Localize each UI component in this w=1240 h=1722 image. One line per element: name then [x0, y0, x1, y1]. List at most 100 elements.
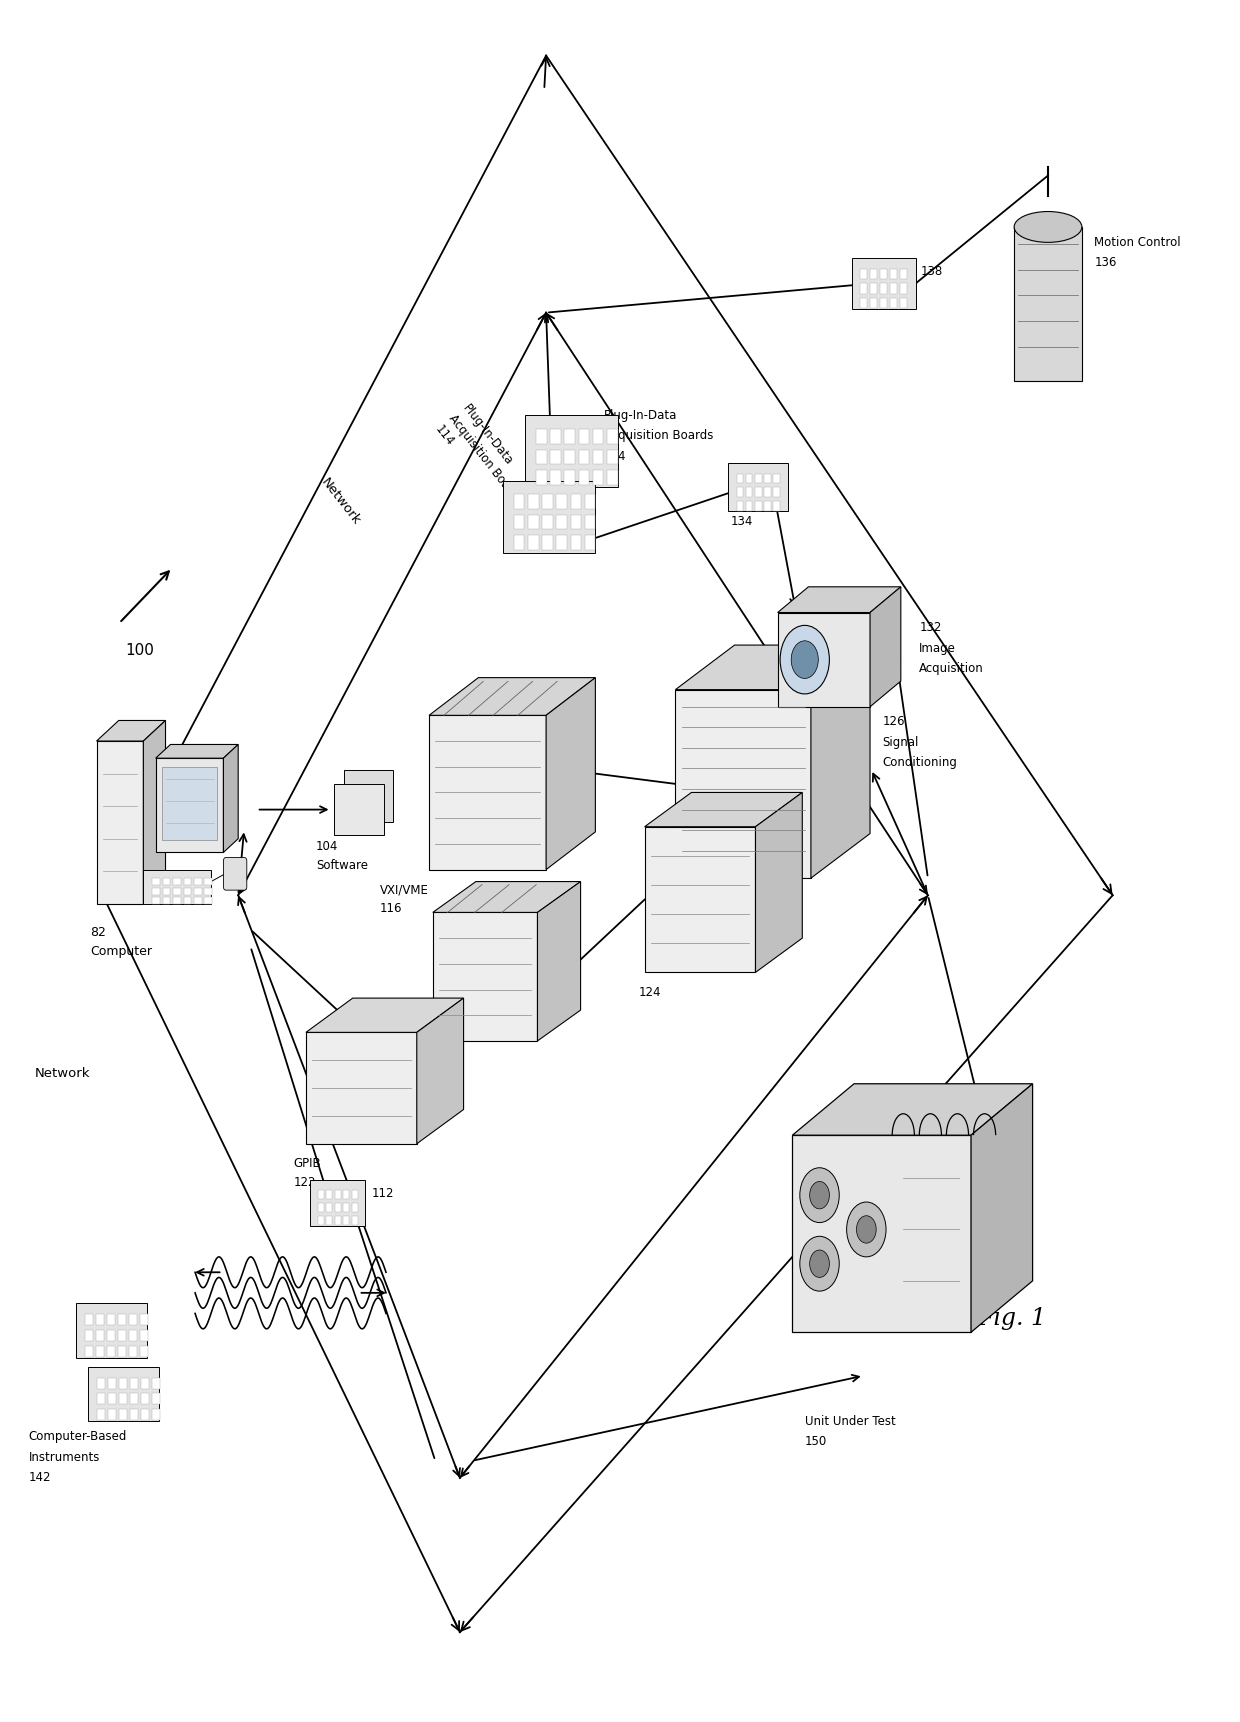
Polygon shape: [129, 1345, 136, 1357]
Circle shape: [780, 625, 830, 694]
Polygon shape: [890, 282, 897, 293]
Polygon shape: [542, 515, 553, 529]
Polygon shape: [326, 1204, 332, 1212]
Polygon shape: [129, 1329, 136, 1341]
Polygon shape: [570, 494, 582, 508]
Polygon shape: [764, 487, 771, 498]
Polygon shape: [899, 298, 906, 308]
Polygon shape: [890, 298, 897, 308]
Polygon shape: [526, 415, 618, 487]
Polygon shape: [593, 449, 604, 465]
Polygon shape: [764, 501, 771, 511]
Polygon shape: [585, 536, 595, 549]
Text: Computer: Computer: [91, 945, 153, 957]
Polygon shape: [95, 1314, 104, 1326]
Polygon shape: [579, 429, 589, 444]
Polygon shape: [153, 1409, 160, 1421]
Polygon shape: [184, 887, 191, 894]
Polygon shape: [108, 1393, 117, 1405]
Circle shape: [800, 1236, 839, 1292]
Polygon shape: [335, 1204, 341, 1212]
Polygon shape: [335, 784, 383, 835]
Polygon shape: [343, 1204, 350, 1212]
Polygon shape: [345, 770, 393, 821]
Text: 136: 136: [1094, 257, 1116, 269]
Polygon shape: [141, 1409, 149, 1421]
Polygon shape: [971, 1083, 1033, 1333]
Polygon shape: [608, 449, 618, 465]
Text: Plug-In-Data: Plug-In-Data: [604, 408, 677, 422]
Polygon shape: [193, 878, 202, 885]
Polygon shape: [97, 720, 165, 740]
Polygon shape: [84, 1345, 93, 1357]
Circle shape: [847, 1202, 887, 1257]
Text: PXI: PXI: [377, 1054, 396, 1068]
Polygon shape: [551, 470, 560, 484]
Polygon shape: [745, 474, 753, 484]
Polygon shape: [161, 766, 217, 840]
Polygon shape: [306, 1033, 417, 1143]
Polygon shape: [528, 536, 538, 549]
Polygon shape: [352, 1190, 358, 1199]
Polygon shape: [118, 1314, 126, 1326]
Polygon shape: [118, 1345, 126, 1357]
Polygon shape: [861, 269, 868, 279]
Polygon shape: [880, 282, 887, 293]
Text: 150: 150: [805, 1434, 827, 1448]
Polygon shape: [107, 1345, 115, 1357]
Polygon shape: [184, 897, 191, 904]
Text: Acquisition: Acquisition: [919, 663, 985, 675]
Text: Fig. 1: Fig. 1: [977, 1307, 1047, 1329]
Polygon shape: [130, 1393, 138, 1405]
Polygon shape: [792, 1135, 971, 1333]
Polygon shape: [880, 298, 887, 308]
Circle shape: [800, 1168, 839, 1223]
Polygon shape: [546, 678, 595, 870]
Polygon shape: [585, 494, 595, 508]
Polygon shape: [764, 474, 771, 484]
Text: Conditioning: Conditioning: [883, 756, 957, 770]
Polygon shape: [557, 536, 567, 549]
Text: Acquisition Boards: Acquisition Boards: [604, 429, 713, 443]
Polygon shape: [205, 887, 212, 894]
Polygon shape: [193, 887, 202, 894]
Text: Plug-In-Data
Acquisition Boards
114: Plug-In-Data Acquisition Boards 114: [433, 401, 537, 517]
FancyBboxPatch shape: [223, 858, 247, 890]
Polygon shape: [536, 429, 547, 444]
Polygon shape: [536, 470, 547, 484]
Text: 104: 104: [316, 840, 339, 854]
Polygon shape: [513, 515, 525, 529]
Polygon shape: [777, 587, 900, 613]
Text: Instruments: Instruments: [29, 1450, 100, 1464]
Polygon shape: [84, 1329, 93, 1341]
Polygon shape: [97, 1393, 105, 1405]
Polygon shape: [205, 897, 212, 904]
Polygon shape: [811, 646, 870, 878]
Polygon shape: [745, 501, 753, 511]
Polygon shape: [557, 494, 567, 508]
Polygon shape: [429, 715, 546, 870]
Polygon shape: [317, 1190, 324, 1199]
Polygon shape: [433, 913, 537, 1040]
Polygon shape: [317, 1204, 324, 1212]
Polygon shape: [326, 1216, 332, 1226]
Polygon shape: [352, 1216, 358, 1226]
Polygon shape: [645, 792, 802, 827]
Text: 134: 134: [730, 515, 753, 529]
Circle shape: [810, 1181, 830, 1209]
Polygon shape: [773, 474, 780, 484]
Circle shape: [857, 1216, 877, 1243]
Polygon shape: [564, 470, 575, 484]
Polygon shape: [513, 494, 525, 508]
Text: Software: Software: [316, 859, 368, 873]
Polygon shape: [429, 678, 595, 715]
Text: GPIB: GPIB: [294, 1157, 321, 1171]
Polygon shape: [107, 1314, 115, 1326]
Polygon shape: [140, 1329, 148, 1341]
Text: Unit Under Test: Unit Under Test: [805, 1414, 895, 1428]
Polygon shape: [118, 1329, 126, 1341]
Polygon shape: [551, 429, 560, 444]
Polygon shape: [153, 1378, 160, 1388]
Circle shape: [791, 641, 818, 678]
Polygon shape: [755, 474, 761, 484]
